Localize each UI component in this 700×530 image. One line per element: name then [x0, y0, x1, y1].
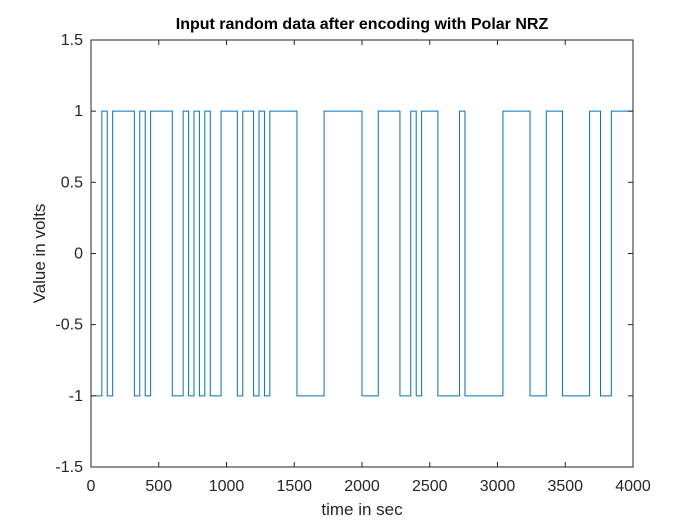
- y-tick-label: -0.5: [55, 317, 83, 334]
- y-tick-label: 1: [74, 103, 83, 120]
- x-tick-label: 3000: [480, 478, 516, 495]
- x-tick-label: 0: [87, 478, 96, 495]
- x-tick-label: 2500: [412, 478, 448, 495]
- y-tick-label: -1.5: [55, 459, 83, 476]
- x-tick-label: 2000: [344, 478, 380, 495]
- y-tick-label: 0: [74, 246, 83, 263]
- ticks-layer: 0 500 1000 1500 2000 2500 3000 3500 4000 -1.5 -1 -0…: [55, 32, 650, 495]
- series-layer: [91, 110, 634, 397]
- y-axis-label: Value in volts: [30, 204, 49, 304]
- y-tick-label: 1.5: [61, 32, 83, 49]
- x-tick-label: 3500: [547, 478, 583, 495]
- x-tick-label: 1500: [276, 478, 312, 495]
- axes-box: [90, 39, 634, 468]
- x-axis-label: time in sec: [321, 500, 403, 519]
- chart-title: Input random data after encoding with Po…: [176, 16, 549, 33]
- series-line-0: [91, 110, 634, 397]
- y-tick-label: 0.5: [61, 174, 83, 191]
- y-tick-label: -1: [69, 388, 83, 405]
- x-tick-label: 500: [145, 478, 172, 495]
- x-tick-label: 4000: [615, 478, 651, 495]
- x-tick-label: 1000: [209, 478, 245, 495]
